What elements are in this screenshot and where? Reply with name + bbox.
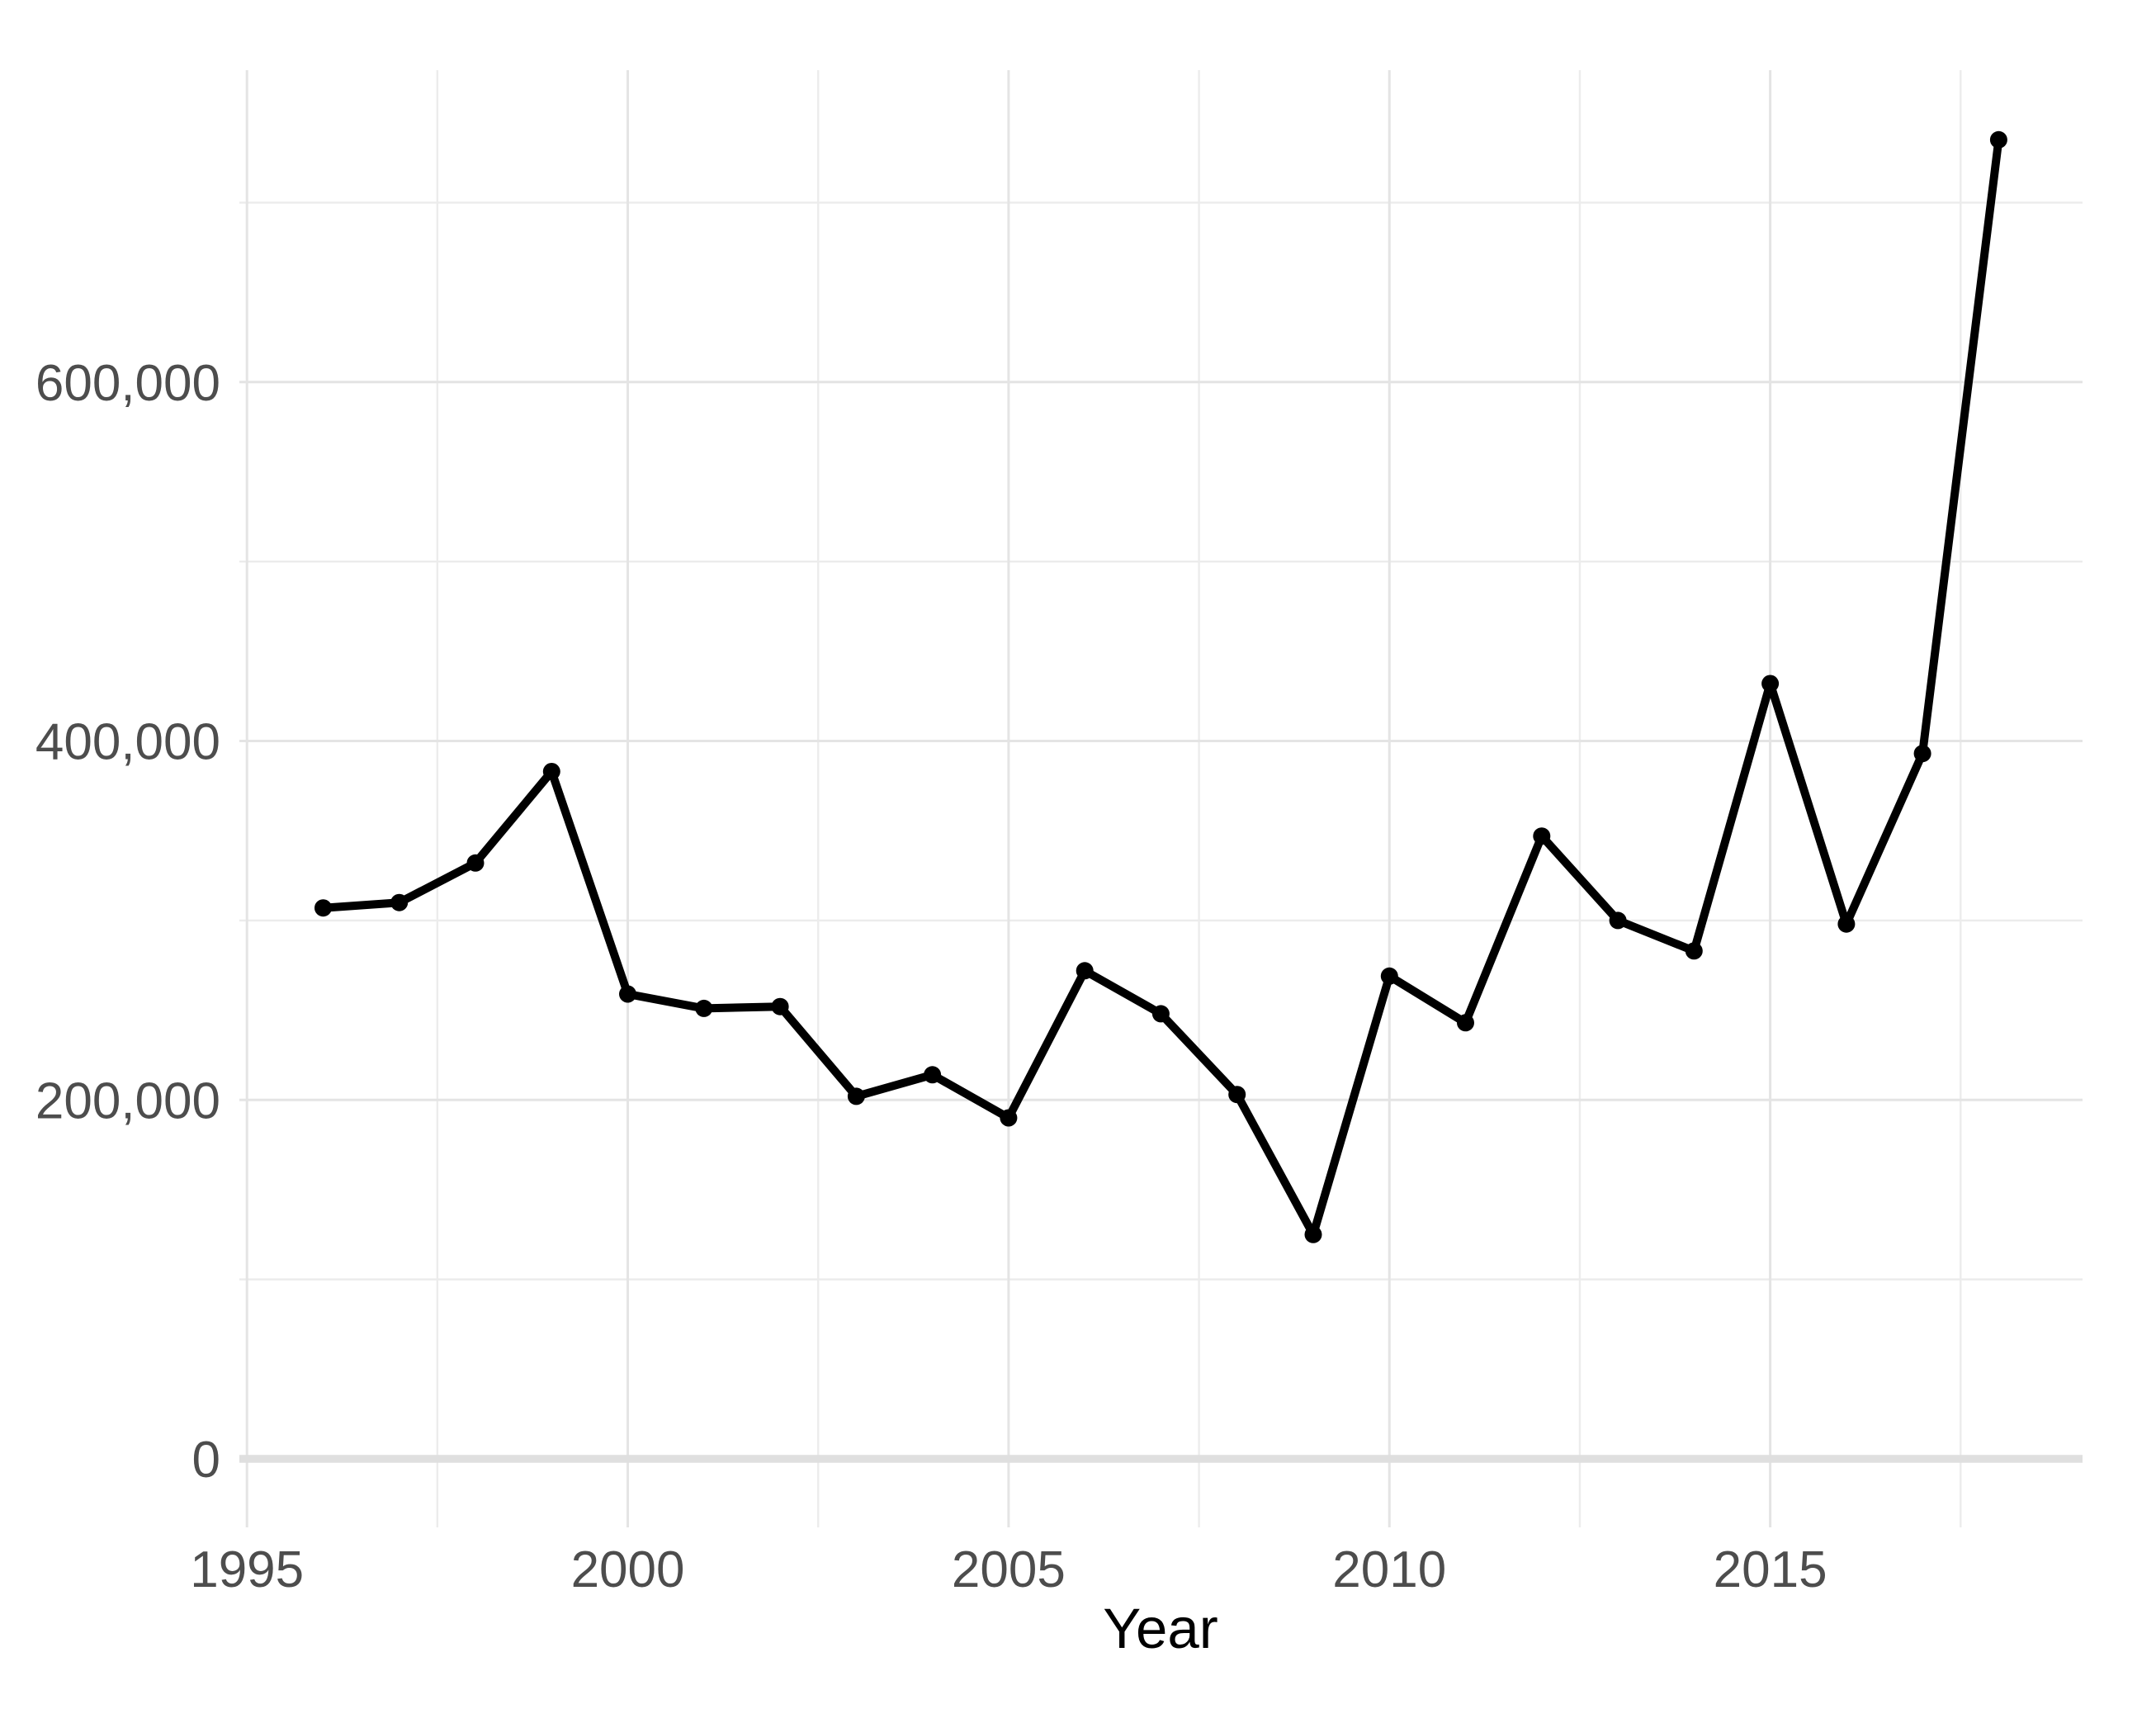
x-axis-tick-labels: 1995 2000 2005 2010 2015 bbox=[190, 1541, 1827, 1598]
x-axis-tick-label: 1995 bbox=[190, 1541, 304, 1598]
y-axis-tick-labels: 0 200,000 400,000 600,000 bbox=[35, 355, 220, 1489]
x-axis-title: Year bbox=[1103, 1597, 1217, 1660]
data-point bbox=[1761, 675, 1780, 693]
data-point bbox=[1533, 827, 1551, 845]
y-axis-tick-label: 600,000 bbox=[35, 355, 220, 412]
data-point bbox=[1151, 1005, 1170, 1023]
gridlines-minor bbox=[239, 70, 2083, 1527]
data-point bbox=[1304, 1225, 1322, 1243]
data-point bbox=[1457, 1014, 1474, 1032]
series-line-group bbox=[323, 139, 2003, 1239]
x-axis-tick-label: 2005 bbox=[952, 1541, 1066, 1598]
y-axis-tick-label: 400,000 bbox=[35, 714, 220, 771]
data-point bbox=[1228, 1086, 1246, 1104]
data-point bbox=[695, 999, 713, 1017]
data-point bbox=[1685, 942, 1703, 960]
data-point bbox=[1609, 911, 1627, 930]
data-points-group bbox=[314, 130, 2007, 1243]
data-point bbox=[924, 1066, 942, 1084]
data-point bbox=[1380, 967, 1398, 985]
data-point bbox=[1000, 1109, 1018, 1127]
gridlines-major bbox=[239, 70, 2083, 1527]
y-axis-tick-label: 0 bbox=[192, 1432, 220, 1489]
series-line bbox=[323, 139, 2003, 1239]
data-point bbox=[619, 985, 636, 1003]
y-axis-tick-label: 200,000 bbox=[35, 1072, 220, 1129]
data-point bbox=[1076, 962, 1094, 980]
data-point bbox=[314, 899, 332, 917]
x-axis-tick-label: 2000 bbox=[571, 1541, 685, 1598]
data-point bbox=[542, 763, 560, 780]
x-axis-tick-label: 2015 bbox=[1714, 1541, 1827, 1598]
x-axis-tick-label: 2010 bbox=[1332, 1541, 1446, 1598]
data-point bbox=[390, 893, 409, 911]
data-point bbox=[771, 997, 789, 1015]
data-point bbox=[847, 1087, 865, 1105]
data-point bbox=[1913, 745, 1931, 763]
data-point bbox=[1837, 915, 1856, 933]
data-point bbox=[466, 854, 485, 872]
data-point bbox=[1989, 130, 2007, 149]
